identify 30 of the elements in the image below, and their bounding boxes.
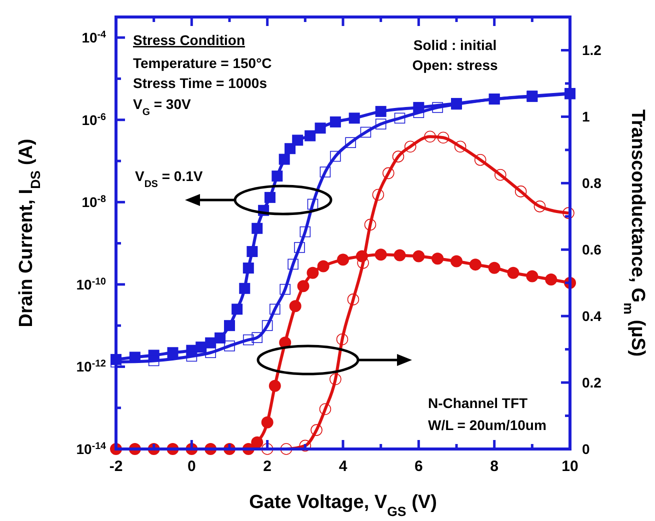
annotation: Solid : initial [413, 37, 497, 53]
y-tick-label: 10$^{-12}$ [76, 358, 107, 375]
y2-tick-label: 1 [582, 108, 590, 125]
x-tick-label: 0 [187, 458, 196, 475]
x-tick-label: 10 [562, 458, 578, 475]
y2-tick-label: 0 [582, 441, 590, 457]
y2-tick-label: 0.2 [582, 374, 602, 391]
annotation: Open: stress [412, 57, 498, 73]
y2-tick-label: 0.8 [582, 175, 602, 192]
y-tick-label: 10$^{-4}$ [82, 29, 107, 46]
y-tick-label: 10$^{-6}$ [82, 111, 107, 128]
annotation: V$_{DS}$= 0.1V [135, 168, 204, 190]
y2-tick-label: 0.6 [582, 242, 602, 258]
annotation: Temperature = 150°C [133, 55, 272, 71]
x-tick-label: 4 [338, 458, 348, 475]
y2-tick-label: 1.2 [582, 42, 602, 58]
x-tick-label: 6 [414, 458, 423, 475]
y-tick-label: 10$^{-8}$ [82, 194, 107, 210]
x-axis-title: Gate Voltage, V$_{GS}$ (V) [249, 492, 437, 518]
y-tick-label: 10$^{-10}$ [76, 276, 107, 292]
annotation: Stress Condition [133, 32, 246, 48]
annotation: N-Channel TFT [428, 395, 528, 411]
x-tick-label: -2 [109, 458, 123, 475]
annotation: Stress Time = 1000s [133, 75, 268, 91]
annotation: V$_{G}$ = 30V [133, 96, 192, 118]
y2-tick-label: 0.4 [582, 308, 602, 324]
x-tick-label: 8 [490, 458, 499, 475]
x-tick-label: 2 [263, 458, 272, 475]
y-tick-label: 10$^{-14}$ [76, 440, 107, 457]
annotation: W/L = 20um/10um [428, 417, 546, 433]
